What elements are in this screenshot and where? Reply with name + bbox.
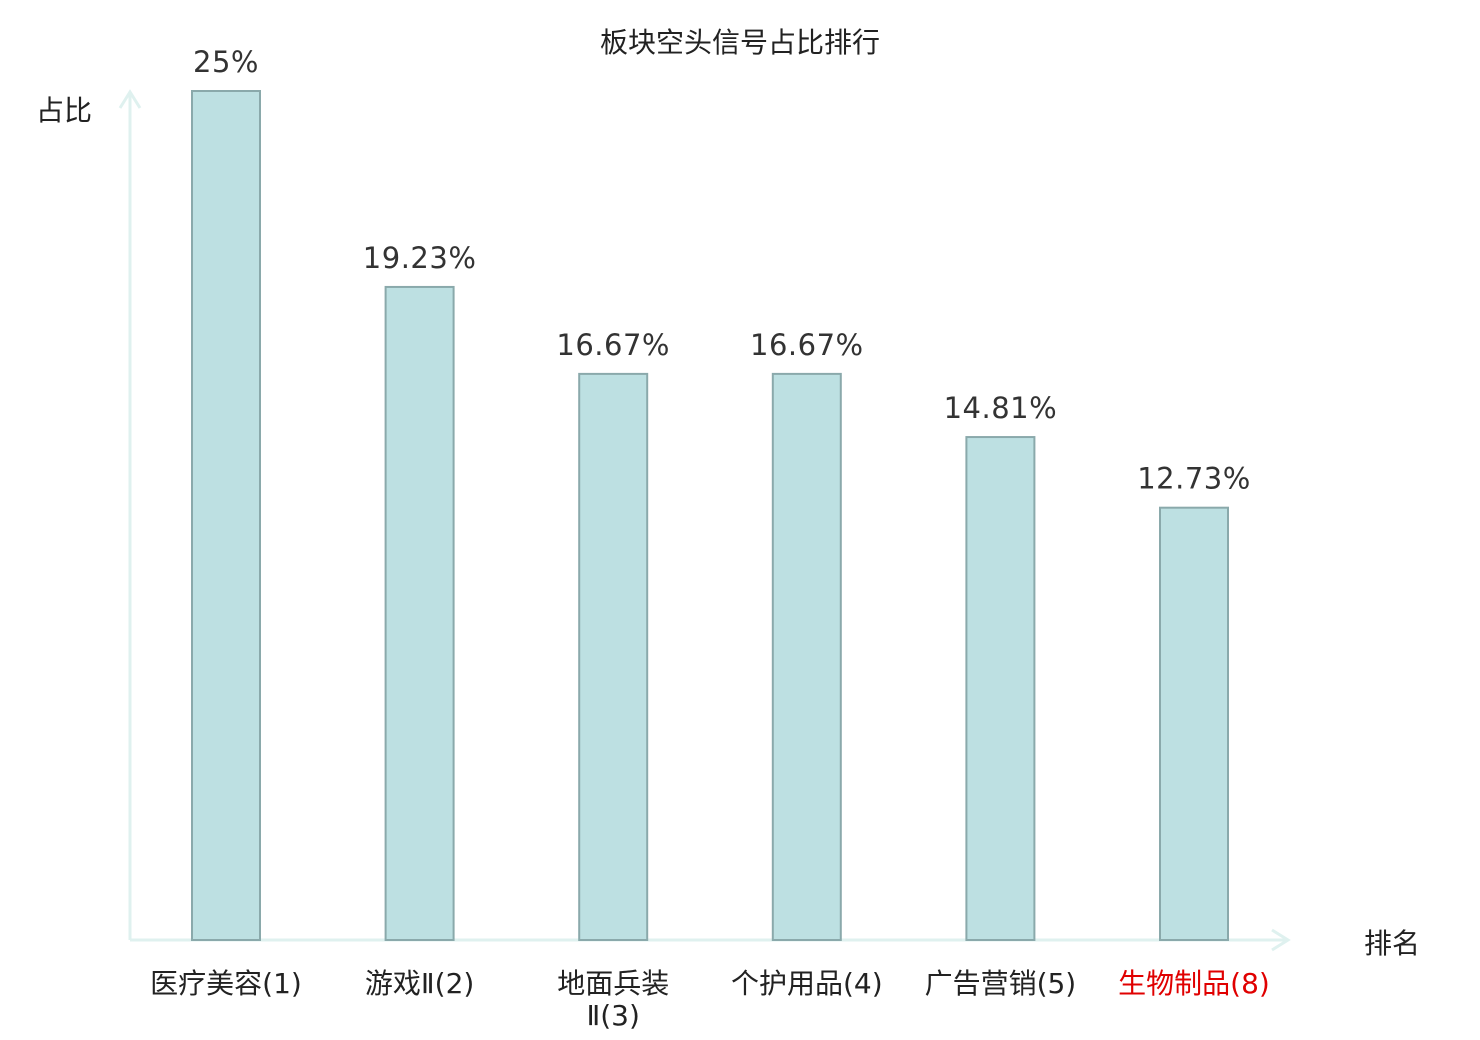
category-label-line: 地面兵装 [557,967,669,1000]
bars-group [191,90,1229,942]
bar [191,90,261,941]
bar-value-label: 16.67% [750,328,864,362]
category-labels-group: 医疗美容(1) 游戏Ⅱ(2) 地面兵装 Ⅱ(3) 个护用品(4) 广告营销(5) 生物制品(… [150,967,1270,1032]
bar [965,436,1036,941]
category-label-line: 广告营销(5) [925,967,1077,1000]
value-labels-group: 25% 19.23% 16.67% 16.67% 14.81% 12.73% [193,45,1251,496]
y-axis-label: 占比 [36,94,92,127]
category-label-line: 游戏Ⅱ(2) [365,967,474,1000]
bar-value-label: 25% [193,45,259,79]
category-label-line: 医疗美容(1) [150,967,302,1000]
bar [578,372,649,942]
y-axis [118,89,142,940]
x-axis [130,928,1291,952]
category-label: 个护用品(4) [731,967,883,1000]
category-label: 广告营销(5) [925,967,1077,1000]
category-label: 地面兵装 Ⅱ(3) [557,967,669,1032]
bar [384,285,455,941]
category-label-line: Ⅱ(3) [586,999,639,1032]
category-label-line: 生物制品(8) [1118,967,1270,1000]
y-axis-arrow [118,89,142,109]
bar [1159,506,1229,941]
bar-value-label: 19.23% [363,241,477,275]
category-label: 游戏Ⅱ(2) [365,967,474,1000]
bar [771,372,842,942]
category-label: 医疗美容(1) [150,967,302,1000]
chart-title: 板块空头信号占比排行 [600,26,880,59]
bar-value-label: 16.67% [556,328,670,362]
x-axis-arrow [1271,928,1291,952]
bar-value-label: 14.81% [944,391,1058,425]
x-axis-label: 排名 [1364,927,1420,960]
category-label: 生物制品(8) [1118,967,1270,1000]
category-label-line: 个护用品(4) [731,967,883,1000]
bar-value-label: 12.73% [1137,462,1251,496]
